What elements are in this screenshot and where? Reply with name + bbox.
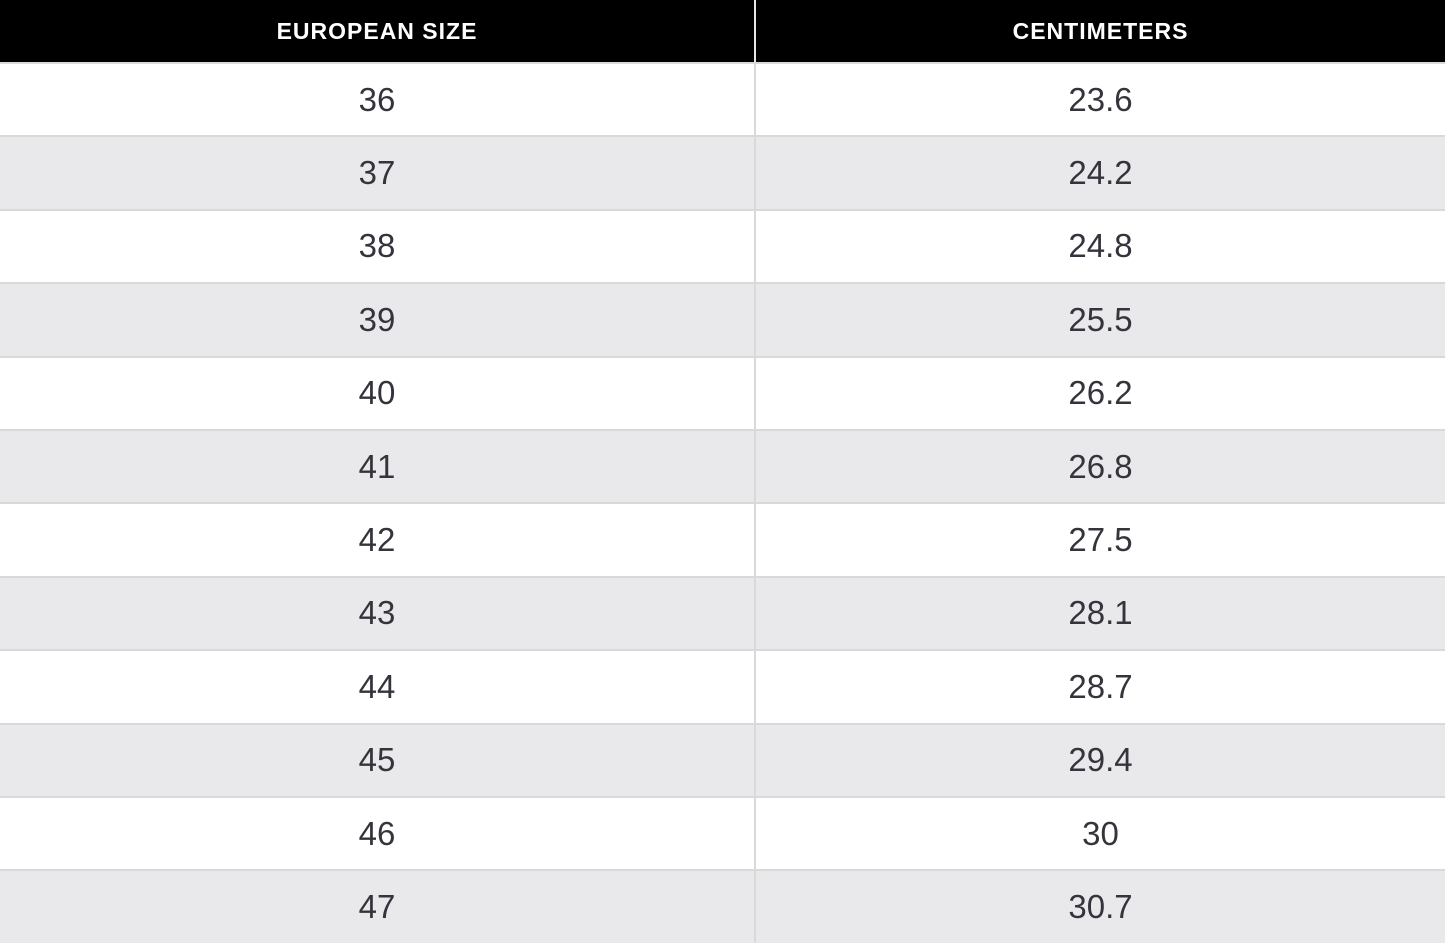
cell-centimeters: 24.2 [756, 135, 1445, 209]
table-row: 37 24.2 [0, 135, 1445, 209]
cell-european-size: 46 [0, 795, 757, 870]
cell-european-size: 41 [0, 428, 757, 503]
cell-european-size: 38 [0, 208, 757, 283]
cell-european-size: 39 [0, 282, 757, 356]
cell-centimeters: 30 [756, 795, 1445, 870]
table-row: 36 23.6 [0, 62, 1445, 136]
cell-centimeters: 28.1 [756, 575, 1445, 650]
column-header-european-size: EUROPEAN SIZE [0, 0, 757, 62]
cell-centimeters: 24.8 [756, 208, 1445, 283]
cell-european-size: 37 [0, 135, 757, 209]
cell-european-size: 42 [0, 502, 757, 576]
cell-european-size: 40 [0, 355, 757, 429]
table-row: 40 26.2 [0, 355, 1445, 429]
cell-centimeters: 25.5 [756, 282, 1445, 356]
cell-european-size: 47 [0, 869, 757, 943]
cell-centimeters: 28.7 [756, 649, 1445, 723]
cell-centimeters: 23.6 [756, 62, 1445, 136]
cell-centimeters: 27.5 [756, 502, 1445, 576]
cell-european-size: 36 [0, 62, 757, 136]
cell-european-size: 43 [0, 575, 757, 650]
cell-centimeters: 30.7 [756, 869, 1445, 943]
column-header-centimeters: CENTIMETERS [756, 0, 1445, 62]
table-row: 46 30 [0, 795, 1445, 870]
table-row: 39 25.5 [0, 282, 1445, 356]
table-row: 43 28.1 [0, 575, 1445, 650]
cell-european-size: 44 [0, 649, 757, 723]
cell-centimeters: 26.8 [756, 428, 1445, 503]
table-row: 38 24.8 [0, 208, 1445, 283]
cell-european-size: 45 [0, 722, 757, 796]
table-row: 47 30.7 [0, 869, 1445, 943]
table-row: 45 29.4 [0, 722, 1445, 796]
cell-centimeters: 29.4 [756, 722, 1445, 796]
table-body: 36 23.6 37 24.2 38 24.8 39 25.5 40 26.2 41 26.8 42 27… [0, 62, 1445, 943]
table-row: 42 27.5 [0, 502, 1445, 576]
cell-centimeters: 26.2 [756, 355, 1445, 429]
table-row: 41 26.8 [0, 428, 1445, 503]
table-header-row: EUROPEAN SIZE CENTIMETERS [0, 0, 1445, 62]
table-row: 44 28.7 [0, 649, 1445, 723]
